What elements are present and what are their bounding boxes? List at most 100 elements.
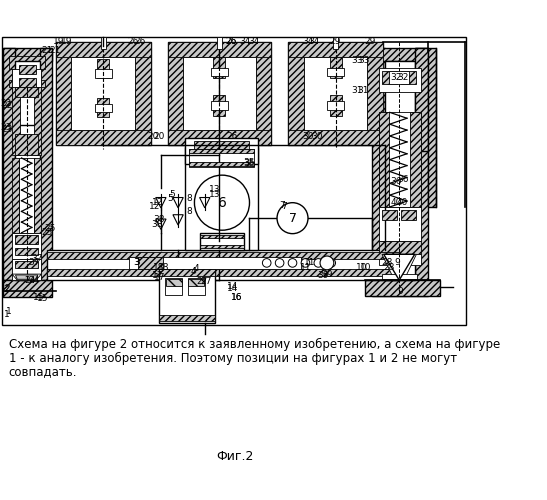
Text: 25: 25 [42, 228, 53, 237]
Bar [9, 56, 45, 70]
Text: 39: 39 [321, 270, 333, 278]
Text: 39: 39 [317, 272, 328, 280]
Text: 31: 31 [351, 86, 363, 96]
Bar [371, 280, 428, 295]
Bar [185, 138, 258, 164]
Bar [9, 80, 45, 86]
Bar [166, 280, 182, 286]
Bar [168, 42, 183, 145]
Bar [288, 130, 383, 145]
Text: 27: 27 [196, 278, 208, 286]
Text: 16: 16 [231, 293, 242, 302]
Bar [188, 278, 205, 294]
Bar [56, 42, 150, 145]
Text: 12: 12 [149, 202, 161, 211]
Circle shape [327, 258, 335, 267]
Bar [379, 112, 389, 207]
Bar [12, 233, 41, 258]
Text: 25: 25 [44, 224, 56, 233]
Text: 26: 26 [127, 38, 139, 46]
Text: Фиг.2: Фиг.2 [216, 450, 254, 462]
Bar [168, 42, 271, 145]
Bar [19, 65, 36, 74]
Text: 7: 7 [280, 201, 285, 210]
Text: 30: 30 [311, 132, 322, 141]
Text: 23: 23 [1, 125, 13, 134]
Bar [382, 71, 397, 84]
Bar [12, 70, 41, 91]
Text: 23: 23 [1, 124, 11, 132]
Bar [101, 38, 106, 48]
Text: 27: 27 [201, 278, 212, 286]
Text: 22: 22 [1, 99, 11, 108]
Text: 33: 33 [358, 56, 370, 65]
Bar [12, 258, 41, 280]
Polygon shape [382, 254, 416, 276]
Bar [3, 48, 15, 280]
Bar [189, 150, 254, 153]
Text: 11: 11 [300, 262, 311, 272]
Text: 21: 21 [42, 46, 53, 55]
Bar [382, 274, 417, 280]
Bar [213, 58, 225, 78]
Bar [327, 68, 344, 76]
Text: 18: 18 [158, 262, 169, 272]
Bar [168, 42, 271, 58]
Text: 5: 5 [169, 190, 175, 198]
Circle shape [301, 258, 310, 267]
Bar [95, 70, 112, 78]
Bar [288, 42, 304, 145]
Text: 36: 36 [397, 175, 409, 184]
Text: 13: 13 [210, 186, 221, 194]
Polygon shape [156, 219, 166, 230]
Text: 19: 19 [61, 38, 73, 46]
Bar [56, 42, 150, 58]
Bar [368, 42, 383, 145]
Bar [15, 248, 38, 255]
Bar [333, 36, 338, 48]
Text: 35: 35 [244, 158, 255, 166]
Bar [168, 130, 271, 145]
Bar [415, 48, 428, 151]
Text: 32: 32 [397, 74, 408, 82]
Bar [185, 147, 258, 250]
Text: 1: 1 [4, 310, 10, 319]
Text: Схема на фигуре 2 относится к заявленному изобретению, а схема на фигуре: Схема на фигуре 2 относится к заявленном… [9, 338, 500, 351]
Bar [129, 257, 301, 269]
Text: 3: 3 [135, 258, 141, 268]
Text: 10: 10 [360, 262, 371, 272]
Text: 34: 34 [240, 38, 251, 46]
Bar [200, 233, 245, 250]
Bar [288, 42, 383, 58]
Bar [39, 48, 53, 280]
Bar [329, 95, 341, 116]
Text: 26: 26 [135, 38, 146, 46]
Text: 35: 35 [244, 160, 255, 168]
Circle shape [263, 258, 271, 267]
Bar [217, 36, 222, 48]
Polygon shape [156, 198, 166, 208]
Text: 3: 3 [133, 258, 139, 268]
Bar [194, 140, 249, 153]
Text: 17: 17 [152, 272, 163, 280]
Text: 14: 14 [226, 284, 238, 293]
Bar [56, 42, 72, 145]
Bar [72, 58, 135, 130]
Text: 7: 7 [288, 212, 296, 224]
Text: 2: 2 [3, 285, 9, 294]
Text: 9: 9 [394, 258, 400, 268]
Bar [3, 48, 53, 60]
Bar [288, 42, 383, 145]
Polygon shape [173, 214, 183, 225]
Bar [138, 257, 164, 269]
Bar [33, 86, 41, 156]
Polygon shape [383, 254, 415, 280]
Text: 20: 20 [154, 132, 165, 141]
Bar [95, 104, 112, 112]
Polygon shape [173, 198, 183, 208]
Bar [56, 130, 150, 145]
Text: 28: 28 [383, 262, 394, 272]
Bar [48, 250, 400, 280]
Bar [3, 280, 53, 297]
Bar [200, 234, 245, 238]
